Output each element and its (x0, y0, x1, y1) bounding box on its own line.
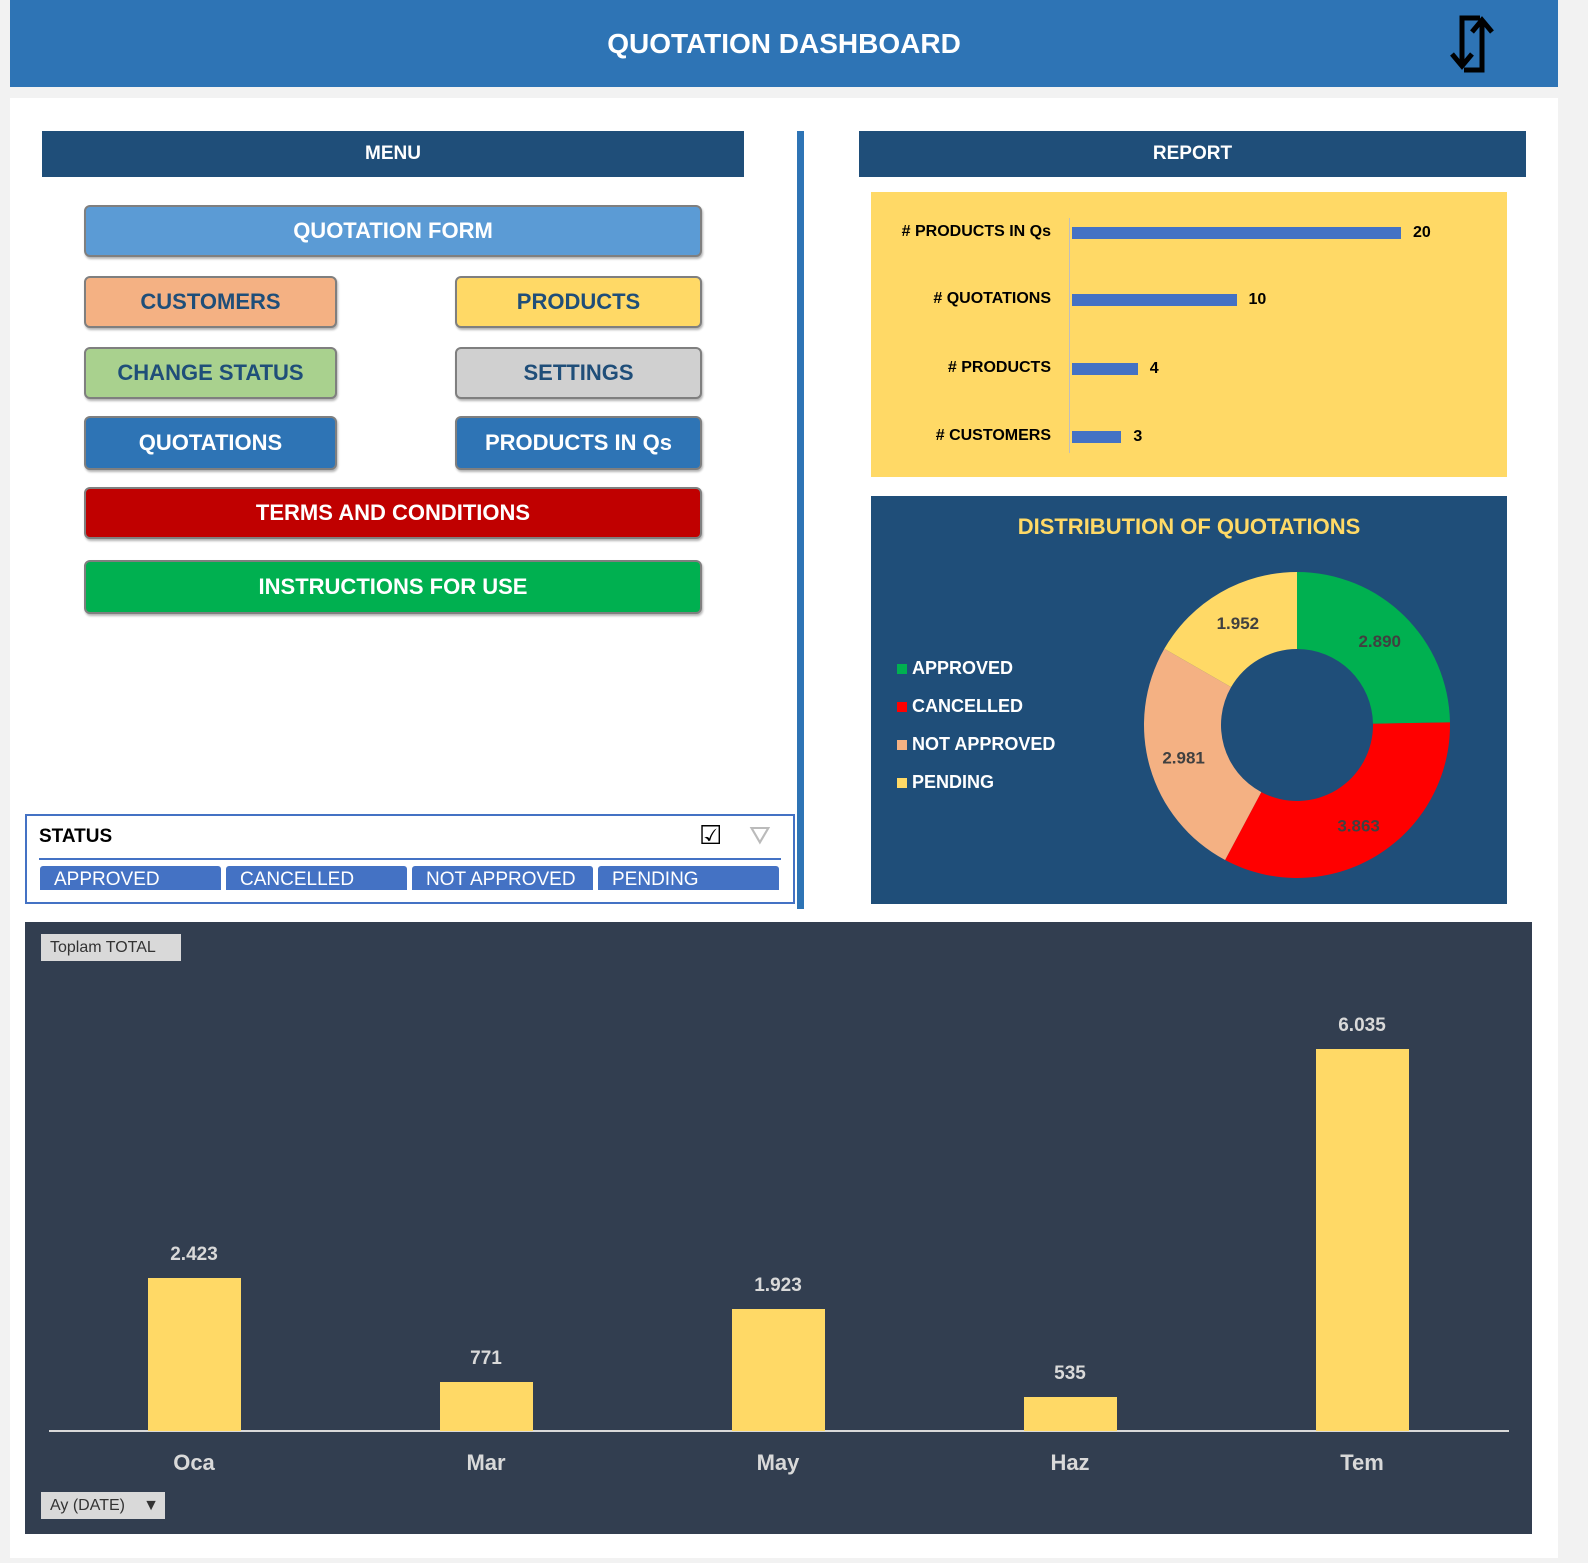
month-bar (732, 1309, 825, 1431)
multi-select-icon[interactable]: ☑ (699, 820, 723, 850)
hbar-category-label: # PRODUCTS IN Qs (901, 223, 1051, 240)
legend-swatch (897, 664, 907, 674)
legend-item: CANCELLED (897, 696, 1023, 717)
month-axis-label: Mar (466, 1450, 506, 1475)
clear-filter-icon[interactable]: ⛛ (749, 820, 771, 850)
slicer-item-cancelled[interactable]: CANCELLED (226, 866, 407, 890)
hbar-value-label: 20 (1413, 224, 1431, 241)
menu-button-quotations[interactable]: QUOTATIONS (84, 416, 337, 470)
dashboard-title: QUOTATION DASHBOARD (607, 27, 961, 59)
value-field-button[interactable]: Toplam TOTAL (41, 934, 181, 961)
month-bar (148, 1277, 241, 1431)
axis-field-label: Ay (DATE) (50, 1497, 125, 1514)
month-bar (1024, 1397, 1117, 1431)
menu-button-products-in-qs[interactable]: PRODUCTS IN Qs (455, 416, 702, 470)
legend-label: CANCELLED (912, 696, 1023, 716)
hbar-category-label: # PRODUCTS (947, 359, 1051, 376)
month-axis-label: Haz (1050, 1450, 1090, 1475)
hbar-category-label: # CUSTOMERS (935, 427, 1051, 444)
x-axis (49, 1430, 1509, 1432)
hbar-bar (1072, 227, 1401, 239)
legend-item: APPROVED (897, 658, 1013, 679)
menu-button-terms-and-conditions[interactable]: TERMS AND CONDITIONS (84, 487, 702, 539)
month-value-label: 6.035 (1338, 1015, 1386, 1036)
refresh-icon[interactable] (1440, 10, 1504, 76)
legend-label: PENDING (912, 772, 995, 792)
donut-value-label: 3.863 (1337, 817, 1380, 836)
donut-value-label: 2.890 (1358, 632, 1401, 651)
month-value-label: 535 (1054, 1363, 1086, 1385)
month-bar (440, 1382, 533, 1431)
donut-value-label: 2.981 (1162, 749, 1205, 768)
menu-button-quotation-form[interactable]: QUOTATION FORM (84, 205, 702, 257)
count-chart (871, 192, 1507, 477)
menu-button-products[interactable]: PRODUCTS (455, 276, 702, 328)
dashboard-header: QUOTATION DASHBOARD (10, 0, 1558, 87)
axis-field-dropdown[interactable]: Ay (DATE) ▼ (41, 1492, 165, 1519)
legend-label: APPROVED (912, 658, 1014, 678)
month-value-label: 2.423 (170, 1243, 218, 1265)
month-bar (1316, 1049, 1409, 1431)
menu-button-change-status[interactable]: CHANGE STATUS (84, 347, 337, 399)
hbar-value-label: 10 (1248, 291, 1267, 308)
menu-button-customers[interactable]: CUSTOMERS (84, 276, 337, 328)
month-value-label: 771 (470, 1348, 502, 1370)
menu-button-settings[interactable]: SETTINGS (455, 347, 702, 399)
hbar-bar (1072, 294, 1237, 306)
donut-slice-not-approved (1144, 648, 1262, 861)
hbar-value-label: 4 (1149, 360, 1159, 377)
month-axis-label: Oca (173, 1450, 215, 1475)
distribution-title: DISTRIBUTION OF QUOTATIONS (1017, 514, 1361, 539)
month-value-label: 1.923 (754, 1275, 802, 1297)
legend-item: NOT APPROVED (897, 734, 1055, 755)
slicer-rule (39, 858, 781, 860)
slicer-item-approved[interactable]: APPROVED (40, 866, 221, 890)
donut-slice-pending (1164, 572, 1297, 688)
legend-swatch (897, 740, 907, 750)
report-header: REPORT (859, 131, 1526, 177)
hbar-bar (1072, 431, 1122, 443)
hbar-category-label: # QUOTATIONS (933, 290, 1051, 307)
hbar-axis (1069, 218, 1070, 453)
legend-label: NOT APPROVED (912, 734, 1056, 754)
legend-swatch (897, 778, 907, 788)
menu-button-instructions-for-use[interactable]: INSTRUCTIONS FOR USE (84, 560, 702, 614)
divider (797, 131, 804, 909)
slicer-item-not-approved[interactable]: NOT APPROVED (412, 866, 593, 890)
slicer-item-pending[interactable]: PENDING (598, 866, 779, 890)
slicer-title: STATUS (39, 826, 113, 847)
donut-value-label: 1.952 (1217, 614, 1260, 633)
hbar-value-label: 3 (1133, 428, 1143, 445)
chevron-down-icon: ▼ (143, 1497, 159, 1514)
menu-header: MENU (42, 131, 744, 177)
donut-slice-approved (1297, 572, 1450, 724)
legend-item: PENDING (897, 772, 994, 793)
month-axis-label: May (756, 1450, 800, 1475)
month-axis-label: Tem (1340, 1450, 1384, 1475)
hbar-bar (1072, 363, 1138, 375)
donut-slice-cancelled (1225, 722, 1450, 878)
monthly-chart: Toplam TOTAL Ay (DATE) ▼ (25, 922, 1532, 1534)
legend-swatch (897, 702, 907, 712)
